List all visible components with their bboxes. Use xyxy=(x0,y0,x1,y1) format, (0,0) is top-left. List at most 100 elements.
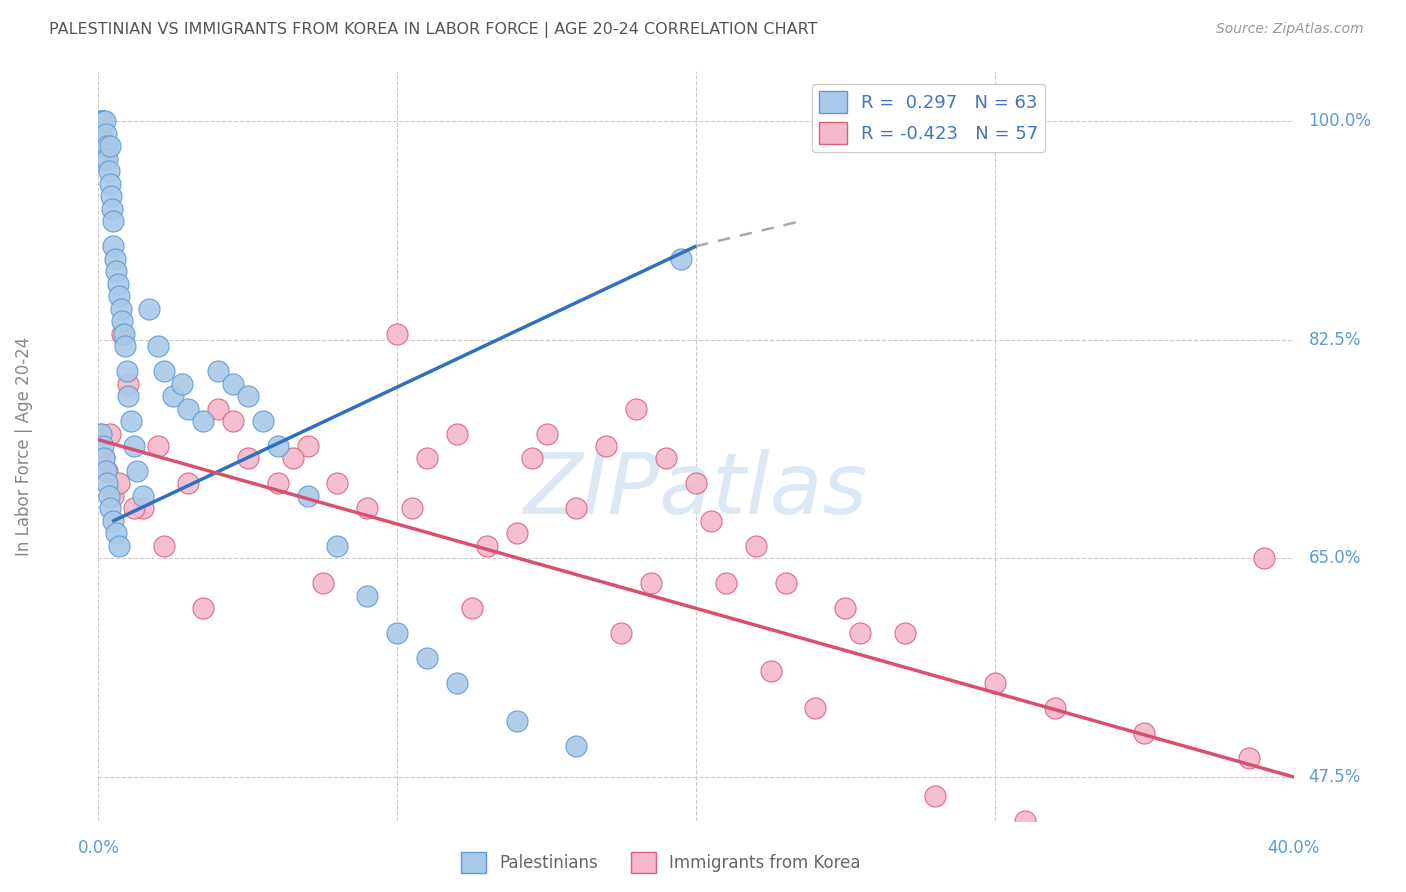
Point xyxy=(655,451,678,466)
Point xyxy=(111,314,134,328)
Point xyxy=(110,301,132,316)
Point xyxy=(177,401,200,416)
Point xyxy=(520,451,543,466)
Text: ZIPatlas: ZIPatlas xyxy=(524,450,868,533)
Point xyxy=(759,664,782,678)
Point xyxy=(207,401,229,416)
Point xyxy=(804,701,827,715)
Point xyxy=(207,364,229,378)
Point xyxy=(775,576,797,591)
Point xyxy=(93,139,115,153)
Point xyxy=(475,539,498,553)
Point xyxy=(90,426,112,441)
Point xyxy=(222,376,245,391)
Point xyxy=(162,389,184,403)
Point xyxy=(506,526,529,541)
Point xyxy=(984,676,1007,690)
Text: 100.0%: 100.0% xyxy=(1309,112,1371,130)
Point xyxy=(267,439,290,453)
Point xyxy=(356,589,378,603)
Point xyxy=(236,389,259,403)
Point xyxy=(191,601,214,615)
Point xyxy=(105,264,128,278)
Point xyxy=(1237,751,1260,765)
Point xyxy=(148,339,170,353)
Point xyxy=(849,626,872,640)
Point xyxy=(96,139,118,153)
Point xyxy=(98,501,122,516)
Point xyxy=(685,476,707,491)
Point xyxy=(252,414,274,428)
Point xyxy=(93,451,115,466)
Point xyxy=(595,439,617,453)
Point xyxy=(100,189,122,203)
Point xyxy=(117,376,139,391)
Point xyxy=(103,514,125,528)
Point xyxy=(834,601,856,615)
Point xyxy=(94,114,117,128)
Point xyxy=(894,626,917,640)
Point xyxy=(153,539,176,553)
Point xyxy=(326,476,349,491)
Point xyxy=(97,489,120,503)
Point xyxy=(311,576,333,591)
Point xyxy=(281,451,304,466)
Point xyxy=(101,214,124,228)
Point xyxy=(96,476,118,491)
Point xyxy=(138,301,160,316)
Point xyxy=(745,539,768,553)
Point xyxy=(114,339,136,353)
Point xyxy=(96,464,118,478)
Point xyxy=(1223,838,1246,853)
Point xyxy=(104,252,127,266)
Point xyxy=(191,414,214,428)
Point xyxy=(93,451,115,466)
Point xyxy=(267,476,290,491)
Text: 65.0%: 65.0% xyxy=(1309,549,1361,567)
Legend: Palestinians, Immigrants from Korea: Palestinians, Immigrants from Korea xyxy=(454,846,868,880)
Point xyxy=(115,364,138,378)
Point xyxy=(416,451,439,466)
Point xyxy=(610,626,633,640)
Point xyxy=(98,139,121,153)
Point xyxy=(89,114,111,128)
Point xyxy=(1253,551,1275,566)
Point xyxy=(148,439,170,453)
Point xyxy=(172,376,194,391)
Point xyxy=(120,414,142,428)
Point xyxy=(461,601,484,615)
Point xyxy=(112,326,135,341)
Point xyxy=(401,501,423,516)
Point xyxy=(385,626,409,640)
Text: 82.5%: 82.5% xyxy=(1309,331,1361,349)
Point xyxy=(108,289,131,303)
Point xyxy=(222,414,245,428)
Point xyxy=(101,202,124,216)
Point xyxy=(98,426,122,441)
Point xyxy=(91,114,114,128)
Point xyxy=(640,576,662,591)
Point xyxy=(91,114,114,128)
Point xyxy=(107,277,129,291)
Text: PALESTINIAN VS IMMIGRANTS FROM KOREA IN LABOR FORCE | AGE 20-24 CORRELATION CHAR: PALESTINIAN VS IMMIGRANTS FROM KOREA IN … xyxy=(49,22,818,38)
Point xyxy=(565,501,588,516)
Point xyxy=(94,127,117,141)
Point xyxy=(1073,826,1095,840)
Point xyxy=(103,239,125,253)
Legend: R =  0.297   N = 63, R = -0.423   N = 57: R = 0.297 N = 63, R = -0.423 N = 57 xyxy=(813,84,1046,152)
Point xyxy=(385,326,409,341)
Point xyxy=(111,326,134,341)
Point xyxy=(446,426,468,441)
Point xyxy=(127,464,149,478)
Text: 0.0%: 0.0% xyxy=(77,839,120,857)
Point xyxy=(124,439,146,453)
Point xyxy=(536,426,558,441)
Point xyxy=(700,514,723,528)
Point xyxy=(236,451,259,466)
Point xyxy=(565,739,588,753)
Point xyxy=(132,489,155,503)
Point xyxy=(924,789,946,803)
Point xyxy=(97,164,120,178)
Point xyxy=(326,539,349,553)
Point xyxy=(1133,726,1156,740)
